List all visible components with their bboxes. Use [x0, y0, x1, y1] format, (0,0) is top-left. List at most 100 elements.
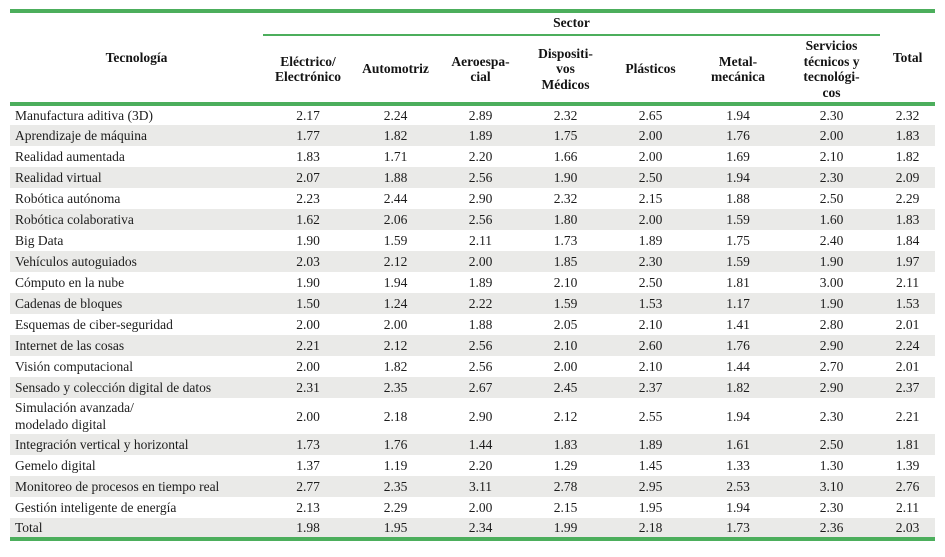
table-row: Esquemas de ciber-seguridad 2.00 2.00 1.88 2… [10, 314, 935, 335]
value-cell: 1.88 [468, 317, 493, 332]
value-cell: 2.32 [553, 108, 578, 123]
value-cell: 2.30 [638, 254, 663, 269]
value-cell: 2.00 [383, 317, 408, 332]
value-cell: 2.01 [895, 359, 920, 374]
value-cell: 1.77 [296, 128, 320, 143]
value-cell: 1.83 [895, 212, 920, 227]
table-row: Total 1.98 1.95 2.34 1.99 2.18 1.73 2.36 2.03 [10, 518, 936, 539]
value-cell: 1.76 [726, 128, 750, 143]
value-cell: 1.44 [726, 359, 750, 374]
value-cell: 1.82 [383, 359, 408, 374]
value-cell: 2.35 [383, 479, 408, 494]
value-cell: 1.90 [819, 296, 844, 311]
value-cell: 2.03 [895, 520, 920, 535]
technology-cell: Internet de las cosas [15, 338, 125, 353]
value-cell: 1.59 [726, 254, 750, 269]
value-cell: 2.40 [819, 233, 844, 248]
value-cell: 1.62 [296, 212, 320, 227]
value-cell: 1.59 [383, 233, 408, 248]
value-cell: 2.89 [468, 108, 493, 123]
value-cell: 1.95 [638, 500, 663, 515]
value-cell: 2.01 [895, 317, 920, 332]
value-cell: 1.90 [819, 254, 844, 269]
table-row: Integración vertical y horizontal 1.73 1.7… [10, 434, 936, 455]
value-cell: 1.82 [726, 380, 750, 395]
value-cell: 2.78 [553, 479, 578, 494]
value-cell: 1.44 [468, 437, 493, 452]
tech-column-header: Tecnología [10, 11, 263, 106]
value-cell: 2.35 [383, 380, 408, 395]
value-cell: 2.09 [895, 170, 920, 185]
value-cell: 2.80 [819, 317, 844, 332]
value-cell: 2.77 [296, 479, 320, 494]
value-cell: 1.97 [895, 254, 920, 269]
value-cell: 2.00 [296, 359, 320, 374]
value-cell: 1.90 [296, 275, 320, 290]
value-cell: 2.03 [296, 254, 320, 269]
value-cell: 1.50 [296, 296, 320, 311]
value-cell: 1.94 [726, 408, 750, 424]
value-cell: 1.73 [296, 437, 320, 452]
value-cell: 1.19 [383, 458, 408, 473]
value-cell: 1.73 [553, 233, 578, 248]
technology-cell: Integración vertical y horizontal [15, 437, 189, 452]
value-cell: 2.67 [468, 380, 493, 395]
value-cell: 1.83 [296, 149, 320, 164]
table-body: Manufactura aditiva (3D) 2.17 2.24 2.89 2.32… [10, 104, 936, 539]
table-row: Realidad aumentada 1.83 1.71 2.20 1.66 2.00 1.… [10, 146, 935, 167]
technology-sector-table: Tecnología Sector Total Eléctrico/ Elect… [10, 9, 936, 541]
value-cell: 2.70 [819, 359, 844, 374]
value-cell: 1.82 [383, 128, 408, 143]
table-row: Visión computacional 2.00 1.82 2.56 2.00 2.10… [10, 356, 935, 377]
value-cell: 2.12 [383, 338, 408, 353]
value-cell: 1.76 [383, 437, 408, 452]
value-cell: 2.10 [638, 317, 663, 332]
value-cell: 1.80 [553, 212, 578, 227]
table-row: Gestión inteligente de energía 2.13 2.29 2.… [10, 497, 935, 518]
table-row: Robótica autónoma 2.23 2.44 2.90 2.32 2.15 1.8… [10, 188, 935, 209]
value-cell: 2.00 [819, 128, 844, 143]
value-cell: 2.00 [638, 128, 663, 143]
value-cell: 1.37 [296, 458, 320, 473]
technology-cell: Gestión inteligente de energía [15, 500, 177, 515]
value-cell: 1.59 [553, 296, 578, 311]
sector-column-header: Servicios técnicos y tecnológi- cos [783, 35, 881, 106]
value-cell: 2.90 [819, 338, 844, 353]
technology-cell: Cómputo en la nube [15, 275, 125, 290]
value-cell: 2.50 [819, 437, 844, 452]
value-cell: 2.17 [296, 108, 320, 123]
value-cell: 2.10 [819, 149, 844, 164]
sector-columns-row: Eléctrico/ Electrónico Automotriz Aeroespa… [10, 35, 935, 106]
value-cell: 3.10 [819, 479, 844, 494]
sector-column-header: Automotriz [353, 35, 438, 106]
value-cell: 2.18 [383, 408, 408, 424]
value-cell: 1.90 [553, 170, 578, 185]
value-cell: 2.30 [819, 170, 844, 185]
table-row: Simulación avanzada/ modelado digital 2.0… [10, 398, 935, 434]
technology-cell: Sensado y colección digital de datos [15, 380, 212, 395]
value-cell: 1.94 [726, 500, 750, 515]
technology-cell: Total [15, 520, 43, 535]
technology-cell: Esquemas de ciber-seguridad [15, 317, 173, 332]
table-row: Cómputo en la nube 1.90 1.94 1.89 2.10 2.50 1.… [10, 272, 935, 293]
value-cell: 2.23 [296, 191, 320, 206]
value-cell: 1.81 [726, 275, 750, 290]
table-row: Big Data 1.90 1.59 2.11 1.73 1.89 1.75 2.40 1.84 [10, 230, 935, 251]
value-cell: 1.17 [726, 296, 750, 311]
value-cell: 2.24 [383, 108, 408, 123]
technology-cell: Vehículos autoguiados [15, 254, 137, 269]
technology-cell: Realidad virtual [15, 170, 102, 185]
value-cell: 1.89 [468, 128, 493, 143]
value-cell: 1.66 [553, 149, 578, 164]
value-cell: 1.33 [726, 458, 750, 473]
value-cell: 2.55 [638, 408, 663, 424]
sector-column-header: Aeroespa- cial [438, 35, 523, 106]
value-cell: 1.81 [895, 437, 920, 452]
value-cell: 2.12 [553, 408, 578, 424]
value-cell: 2.18 [638, 520, 663, 535]
table-row: Aprendizaje de máquina 1.77 1.82 1.89 1.75 2.… [10, 125, 936, 146]
value-cell: 2.24 [895, 338, 920, 353]
value-cell: 1.83 [895, 128, 920, 143]
value-cell: 2.15 [638, 191, 663, 206]
value-cell: 2.11 [468, 233, 493, 248]
